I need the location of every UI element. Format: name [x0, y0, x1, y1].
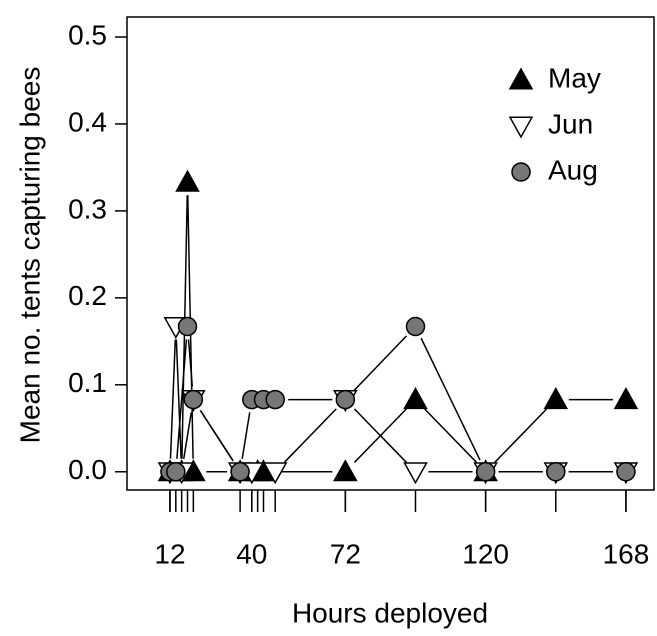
data-point — [403, 462, 428, 485]
data-point — [616, 461, 636, 482]
x-axis-label: Hours deployed — [292, 597, 488, 628]
legend-label: Jun — [548, 108, 593, 139]
data-point — [475, 461, 496, 482]
legend-symbol — [508, 116, 534, 139]
data-point — [613, 387, 639, 410]
y-tick-label: 0.0 — [68, 454, 107, 485]
data-point — [183, 389, 204, 410]
data-point — [405, 316, 426, 337]
plot-box — [126, 16, 655, 491]
legend-label: Aug — [548, 154, 598, 185]
legend-symbol — [511, 162, 531, 182]
data-point — [262, 462, 288, 485]
y-tick-label: 0.4 — [68, 106, 107, 137]
y-tick-label: 0.5 — [68, 19, 107, 50]
x-tick-label: 168 — [603, 538, 650, 569]
x-tick-label: 120 — [462, 538, 509, 569]
legend-label: May — [548, 62, 601, 93]
x-tick-label: 40 — [236, 538, 267, 569]
data-point — [546, 461, 566, 482]
y-axis-label: Mean no. tents capturing bees — [14, 67, 45, 444]
data-point — [403, 387, 428, 410]
y-tick-label: 0.3 — [68, 193, 107, 224]
data-point — [335, 389, 356, 410]
y-tick-label: 0.1 — [68, 367, 107, 398]
x-tick-label: 72 — [330, 538, 361, 569]
data-point — [333, 459, 358, 482]
data-point — [166, 461, 186, 482]
data-point — [175, 169, 200, 192]
data-point — [543, 387, 569, 410]
data-point — [265, 389, 285, 410]
data-point — [230, 461, 250, 482]
legend-symbol — [508, 67, 534, 90]
series-line — [176, 335, 613, 473]
x-tick-label: 12 — [154, 538, 185, 569]
data-point — [177, 316, 198, 337]
y-tick-label: 0.2 — [68, 280, 107, 311]
